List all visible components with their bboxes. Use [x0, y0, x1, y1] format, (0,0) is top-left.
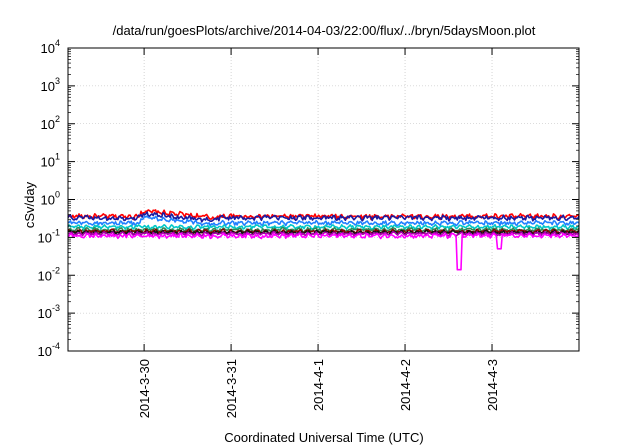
series-line	[67, 215, 580, 227]
chart-title: /data/run/goesPlots/archive/2014-04-03/2…	[113, 23, 536, 38]
x-tick-label: 2014-3-30	[137, 359, 152, 418]
y-tick-label: 100	[41, 190, 60, 208]
grid-lines	[68, 47, 579, 352]
x-tick-label: 2014-3-31	[224, 359, 239, 418]
x-axis-ticks: 2014-3-30 2014-3-31 2014-4-1 2014-4-2 2014-4…	[137, 48, 500, 418]
y-tick-label: 104	[41, 38, 60, 56]
x-axis-label: Coordinated Universal Time (UTC)	[224, 430, 423, 445]
x-tick-label: 2014-4-3	[485, 359, 500, 411]
series-line	[67, 211, 580, 223]
y-tick-label: 10-3	[38, 303, 60, 321]
y-tick-label: 101	[41, 152, 60, 170]
series-line	[67, 223, 580, 231]
y-tick-label: 10-4	[38, 341, 60, 359]
x-tick-label: 2014-4-1	[311, 359, 326, 411]
y-axis-label: cSv/day	[22, 181, 37, 228]
y-axis-ticks: 104 103 102 101 100 10-1 10-2 10-3 10-4	[38, 38, 579, 359]
y-tick-label: 102	[41, 114, 60, 132]
y-tick-label: 10-2	[38, 265, 60, 283]
series-line	[67, 232, 580, 271]
y-tick-label: 10-1	[38, 227, 60, 245]
y-tick-label: 103	[41, 76, 60, 94]
x-tick-label: 2014-4-2	[398, 359, 413, 411]
series-line	[67, 230, 580, 237]
series-line	[67, 226, 580, 233]
data-series	[67, 209, 580, 271]
